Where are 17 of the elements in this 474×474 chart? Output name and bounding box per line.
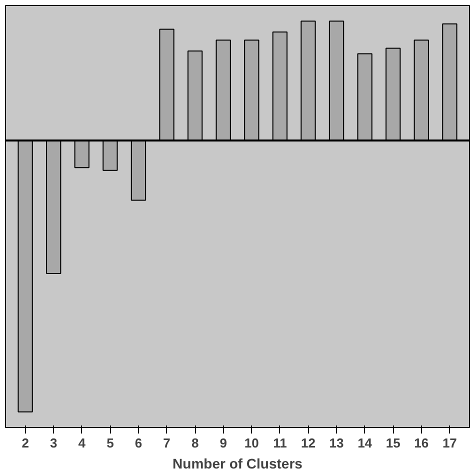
x-tick-label: 16 <box>414 436 429 450</box>
x-tick-label: 4 <box>78 436 86 450</box>
x-tick-label: 3 <box>50 436 58 450</box>
x-tick-label: 8 <box>191 436 199 450</box>
x-tick-label: 9 <box>220 436 227 450</box>
x-tick-label: 15 <box>386 436 400 450</box>
x-tick-label: 10 <box>244 436 259 450</box>
x-tick-label: 6 <box>134 436 142 450</box>
x-tick-label: 2 <box>22 436 29 450</box>
x-tick-label: 11 <box>273 436 287 450</box>
x-tick-label: 13 <box>329 436 344 450</box>
x-tick-label: 17 <box>442 436 457 450</box>
x-tick-label: 14 <box>358 436 373 450</box>
x-tick-label: 5 <box>106 436 114 450</box>
x-tick-label: 7 <box>163 436 170 450</box>
x-tick-label: 12 <box>301 436 316 450</box>
x-axis-title: Number of Clusters <box>172 456 303 472</box>
